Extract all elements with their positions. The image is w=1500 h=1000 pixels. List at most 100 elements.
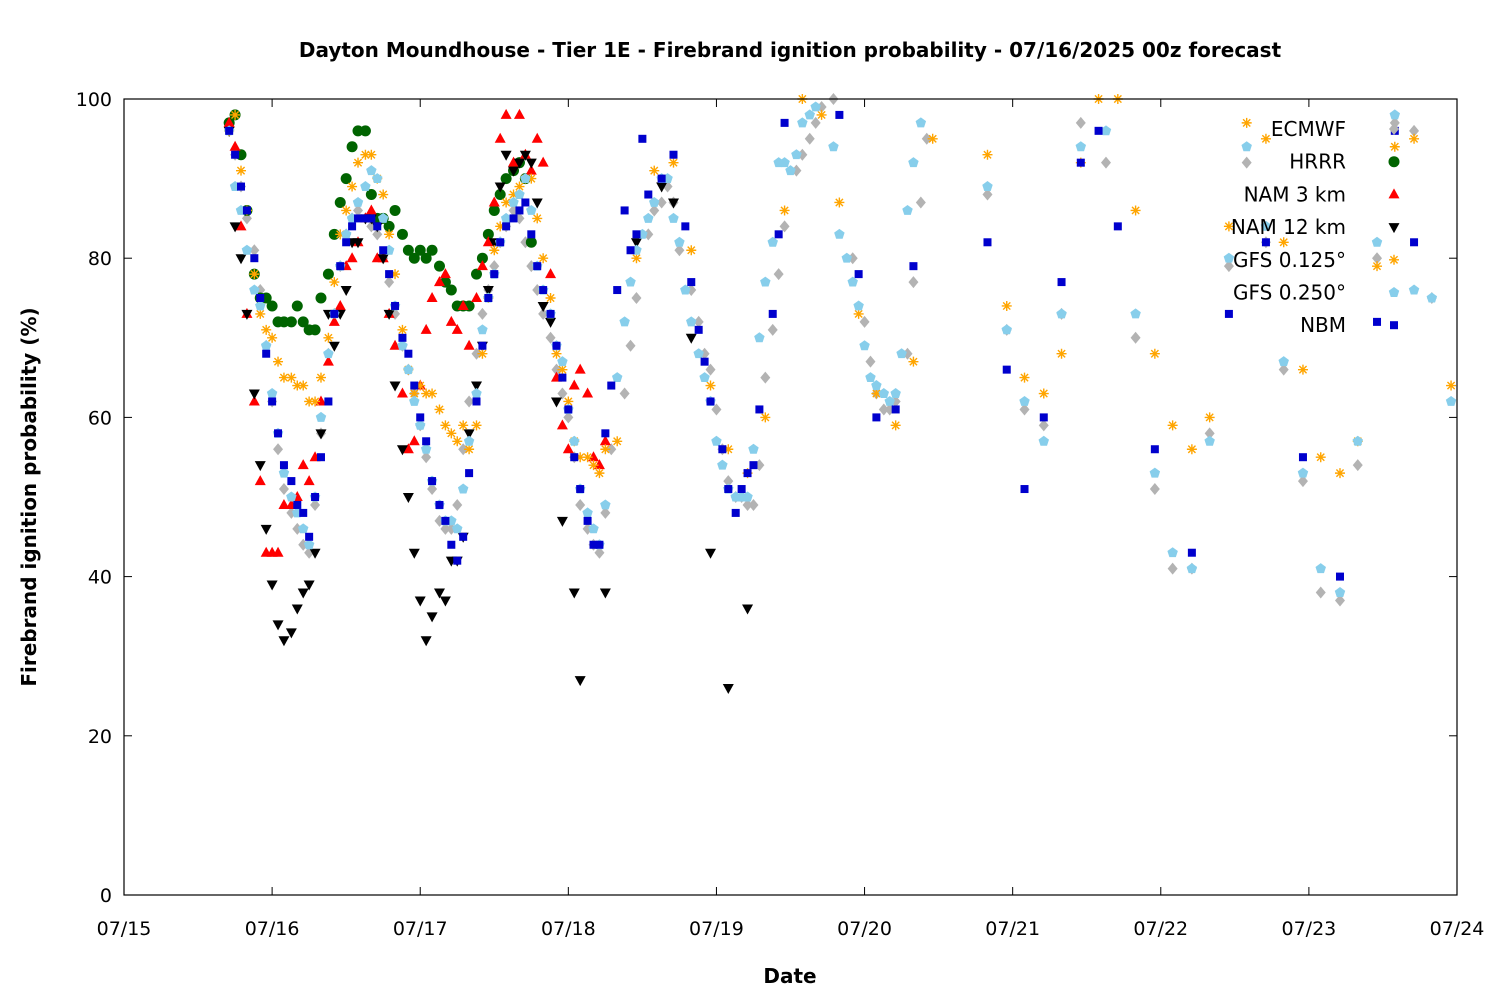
data-point — [323, 348, 334, 359]
data-point — [278, 483, 289, 496]
data-point — [582, 387, 594, 398]
data-point — [1039, 413, 1048, 422]
data-point — [804, 132, 815, 145]
data-point — [902, 204, 913, 215]
data-point — [274, 429, 283, 438]
data-point — [853, 308, 864, 319]
data-point — [532, 213, 543, 224]
y-axis-label: Firebrand ignition probability (%) — [17, 307, 41, 686]
data-point — [310, 396, 321, 407]
data-point — [494, 132, 506, 143]
data-point — [599, 588, 611, 599]
data-point — [478, 341, 487, 350]
data-point — [576, 485, 585, 494]
data-point — [508, 156, 520, 167]
data-point — [545, 293, 556, 303]
data-point — [686, 245, 697, 256]
data-point — [249, 269, 260, 280]
legend-marker — [1389, 254, 1399, 265]
data-point — [315, 372, 326, 383]
data-point — [273, 443, 284, 456]
data-point — [908, 157, 919, 168]
data-point — [255, 300, 266, 311]
legend-label: NAM 3 km — [1244, 182, 1346, 206]
data-point — [1019, 395, 1030, 406]
data-point — [896, 348, 907, 359]
data-point — [797, 117, 808, 128]
data-point — [409, 395, 420, 406]
data-point — [389, 339, 401, 350]
data-point — [915, 117, 927, 128]
data-point — [408, 252, 420, 264]
data-point — [619, 387, 630, 400]
data-point — [908, 356, 919, 367]
data-point — [278, 498, 290, 509]
data-point — [711, 435, 722, 446]
y-tick-label: 100 — [76, 89, 112, 111]
data-point — [816, 109, 827, 120]
data-point — [396, 387, 408, 398]
data-point — [297, 523, 309, 534]
data-point — [644, 190, 653, 199]
data-point — [352, 238, 364, 249]
plot-frame — [123, 98, 1458, 896]
data-point — [389, 204, 401, 216]
data-point — [420, 323, 432, 334]
data-point — [422, 437, 431, 446]
data-point — [649, 204, 660, 217]
data-point — [494, 189, 506, 201]
data-point — [266, 388, 278, 398]
data-point — [834, 197, 845, 208]
data-point — [514, 189, 525, 199]
data-point — [324, 397, 333, 406]
data-point — [496, 238, 505, 247]
data-point — [1113, 222, 1122, 231]
data-point — [779, 205, 790, 216]
data-point — [384, 229, 395, 240]
data-point — [594, 546, 605, 559]
data-point — [1167, 562, 1178, 575]
data-point — [594, 468, 605, 479]
data-point — [569, 435, 580, 446]
data-point — [435, 500, 444, 509]
data-point — [434, 404, 445, 415]
data-point — [521, 198, 530, 207]
data-point — [582, 507, 593, 518]
data-point — [878, 388, 890, 398]
legend-marker — [1388, 287, 1400, 297]
data-point — [724, 485, 733, 494]
data-point — [884, 395, 895, 406]
data-point — [551, 348, 562, 359]
data-point — [909, 262, 918, 271]
data-point — [365, 204, 377, 215]
data-point — [297, 588, 309, 599]
data-point — [527, 230, 536, 239]
y-tick-label: 80 — [88, 248, 112, 270]
data-point — [241, 309, 253, 320]
data-point — [342, 238, 351, 247]
legend-label: NBM — [1300, 313, 1346, 337]
data-point — [250, 254, 259, 263]
x-tick-label: 07/20 — [837, 918, 892, 940]
data-point — [273, 356, 284, 367]
data-point — [552, 341, 561, 350]
y-tick-label: 40 — [88, 567, 112, 589]
data-point — [477, 324, 488, 335]
data-point — [249, 284, 260, 295]
data-point — [982, 188, 993, 201]
data-point — [396, 445, 408, 456]
data-point — [272, 546, 284, 557]
data-point — [414, 596, 426, 607]
data-point — [1056, 348, 1067, 359]
data-point — [458, 420, 469, 431]
data-point — [445, 315, 457, 326]
data-point — [1038, 388, 1049, 399]
data-points — [223, 93, 1457, 695]
data-point — [1334, 587, 1346, 597]
data-point — [237, 182, 246, 191]
data-point — [471, 381, 483, 392]
data-point — [1130, 331, 1141, 344]
series-gfs-0-250 — [223, 101, 1457, 597]
data-point — [402, 443, 414, 454]
data-point — [1204, 412, 1215, 423]
